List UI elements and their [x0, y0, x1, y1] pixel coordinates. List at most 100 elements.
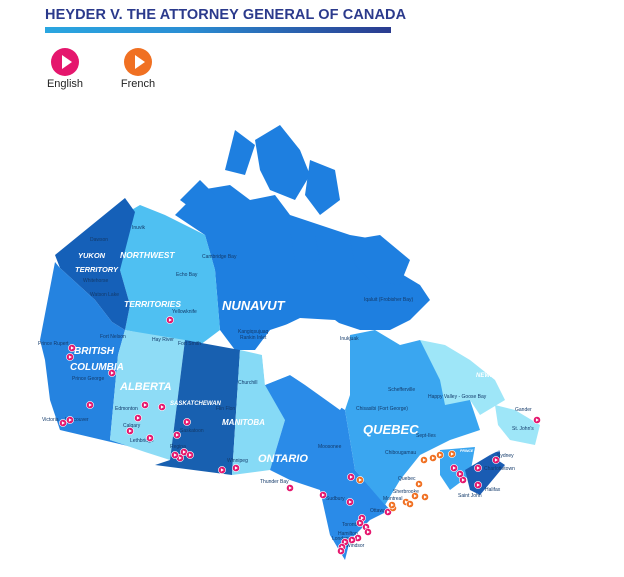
english-audio-marker[interactable]	[126, 427, 134, 435]
play-icon	[366, 530, 370, 534]
english-audio-marker[interactable]	[354, 534, 362, 542]
city-label-hamilton: Hamilton	[338, 531, 358, 537]
french-audio-marker[interactable]	[429, 454, 437, 462]
french-button[interactable]: French	[108, 48, 168, 90]
english-audio-marker[interactable]	[348, 536, 356, 544]
province-label-yukon: YUKON	[78, 251, 106, 260]
city-label-kugluktuk: Echo Bay	[176, 272, 198, 278]
city-label-inukjuak: Inukjuak	[340, 336, 359, 342]
province-label-bc: BRITISH	[74, 346, 115, 357]
english-audio-marker[interactable]	[186, 451, 194, 459]
english-audio-marker[interactable]	[356, 519, 364, 527]
french-audio-marker[interactable]	[421, 493, 429, 501]
city-label-edmonton: Edmonton	[115, 406, 138, 412]
english-audio-marker[interactable]	[347, 473, 355, 481]
english-audio-marker[interactable]	[173, 431, 181, 439]
french-audio-marker[interactable]	[420, 456, 428, 464]
play-icon	[350, 538, 354, 542]
play-icon	[234, 466, 238, 470]
play-icon	[452, 466, 456, 470]
english-audio-marker[interactable]	[158, 403, 166, 411]
city-label-whitehorse: Whitehorse	[83, 278, 109, 284]
city-label-prince_rupert: Prince Rupert	[38, 341, 69, 347]
hudson-bay	[262, 318, 355, 410]
province-label-pei: PRINCE EDWARD ISLAND	[460, 449, 504, 453]
city-label-calgary: Calgary	[123, 423, 141, 429]
play-icon	[358, 478, 362, 482]
city-label-halifax: Halifax	[485, 487, 501, 493]
play-icon	[476, 483, 480, 487]
city-label-prince_george: Prince George	[72, 376, 104, 382]
english-audio-marker[interactable]	[474, 464, 482, 472]
english-audio-marker[interactable]	[108, 369, 116, 377]
french-audio-marker[interactable]	[406, 500, 414, 508]
english-button[interactable]: English	[35, 48, 95, 90]
play-icon	[438, 453, 442, 457]
play-icon	[188, 453, 192, 457]
english-audio-marker[interactable]	[166, 316, 174, 324]
labrador	[420, 340, 505, 415]
english-audio-marker[interactable]	[218, 466, 226, 474]
play-icon	[349, 475, 353, 479]
play-icon	[413, 494, 417, 498]
city-label-quebec_city: Quebec	[398, 476, 416, 482]
english-audio-marker[interactable]	[232, 464, 240, 472]
english-audio-marker[interactable]	[171, 451, 179, 459]
french-audio-marker[interactable]	[411, 492, 419, 500]
play-icon	[450, 452, 454, 456]
english-audio-marker[interactable]	[319, 491, 327, 499]
english-audio-marker[interactable]	[492, 456, 500, 464]
english-audio-marker[interactable]	[364, 528, 372, 536]
city-label-moosonee: Moosonee	[318, 444, 342, 450]
city-label-schefferville: Schefferville	[388, 387, 415, 393]
english-audio-marker[interactable]	[134, 414, 142, 422]
province-label-bc: COLUMBIA	[70, 362, 124, 373]
play-icon	[61, 421, 65, 425]
english-audio-marker[interactable]	[337, 547, 345, 555]
french-audio-marker[interactable]	[436, 451, 444, 459]
play-icon	[423, 495, 427, 499]
english-audio-marker[interactable]	[450, 464, 458, 472]
city-label-fort_nelson: Fort Nelson	[100, 334, 126, 340]
play-icon	[404, 500, 408, 504]
play-icon	[124, 48, 152, 76]
english-audio-marker[interactable]	[346, 498, 354, 506]
play-icon	[220, 468, 224, 472]
french-audio-marker[interactable]	[448, 450, 456, 458]
english-audio-marker[interactable]	[533, 416, 541, 424]
play-icon	[70, 346, 74, 350]
city-label-thunder_bay: Thunder Bay	[260, 479, 289, 485]
french-audio-marker[interactable]	[388, 501, 396, 509]
english-audio-marker[interactable]	[146, 434, 154, 442]
city-label-toronto: Toronto	[342, 522, 359, 528]
nunavut-region	[175, 125, 430, 350]
english-audio-marker[interactable]	[66, 416, 74, 424]
city-label-churchill: Churchill	[238, 380, 257, 386]
english-audio-marker[interactable]	[66, 353, 74, 361]
play-icon	[360, 516, 364, 520]
english-audio-marker[interactable]	[183, 418, 191, 426]
city-label-sydney: Sydney	[497, 453, 514, 459]
play-icon	[51, 48, 79, 76]
english-audio-marker[interactable]	[86, 401, 94, 409]
french-audio-marker[interactable]	[356, 476, 364, 484]
play-icon	[458, 472, 462, 476]
english-audio-marker[interactable]	[474, 481, 482, 489]
play-icon	[461, 478, 465, 482]
english-label: English	[46, 78, 84, 90]
city-label-sept_iles: Sept-Iles	[416, 433, 436, 439]
province-label-yukon: TERRITORY	[75, 265, 119, 274]
english-audio-marker[interactable]	[456, 470, 464, 478]
french-audio-marker[interactable]	[415, 480, 423, 488]
city-label-goose_bay: Happy Valley - Goose Bay	[428, 394, 487, 400]
english-audio-marker[interactable]	[141, 401, 149, 409]
city-label-lethbridge: Lethbridge	[130, 438, 154, 444]
play-icon	[417, 482, 421, 486]
english-audio-marker[interactable]	[68, 344, 76, 352]
city-label-watson_lake: Watson Lake	[90, 292, 119, 298]
province-label-newfoundland: NEWFOUNDLAND	[476, 373, 529, 379]
play-icon	[356, 536, 360, 540]
english-audio-marker[interactable]	[286, 484, 294, 492]
city-label-gander: Gander	[515, 407, 532, 413]
english-audio-marker[interactable]	[59, 419, 67, 427]
